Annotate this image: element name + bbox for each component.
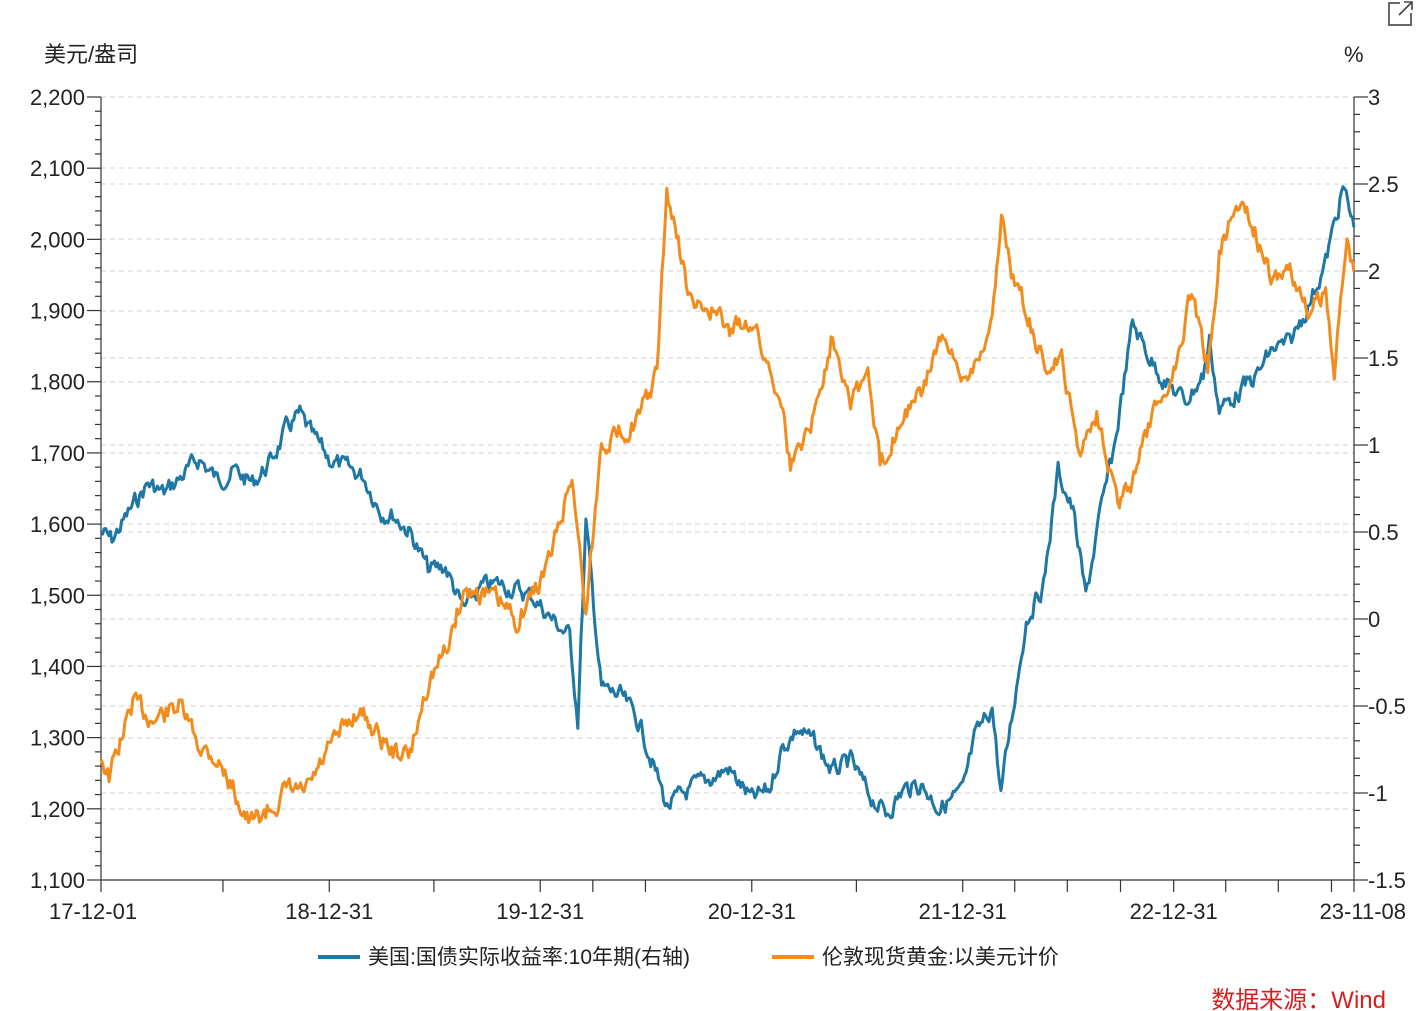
x-tick-label: 20-12-31 [708,899,796,924]
left-tick-label: 2,100 [30,156,85,181]
right-axis-title: % [1344,42,1364,67]
grid [101,96,1354,810]
left-axis-title: 美元/盎司 [44,42,138,67]
legend-label-real-yield: 美国:国债实际收益率:10年期(右轴) [368,946,690,969]
right-tick-label: -0.5 [1368,694,1406,719]
legend: 美国:国债实际收益率:10年期(右轴) 伦敦现货黄金:以美元计价 [318,946,1059,969]
legend-item-real-yield[interactable]: 美国:国债实际收益率:10年期(右轴) [318,946,690,969]
left-tick-label: 1,900 [30,299,85,324]
left-tick-label: 1,600 [30,512,85,537]
left-tick-label: 1,200 [30,797,85,822]
x-tick-label: 18-12-31 [285,899,373,924]
left-tick-label: 1,400 [30,654,85,679]
x-tick-label: 19-12-31 [496,899,584,924]
external-link-icon[interactable] [1388,1,1414,26]
left-tick-label: 2,200 [30,85,85,110]
left-tick-label: 1,300 [30,726,85,751]
x-tick-label: 22-12-31 [1130,899,1218,924]
right-tick-label: 2 [1368,259,1380,284]
x-tick-label: 21-12-31 [919,899,1007,924]
x-tick-label: 23-11-08 [1320,899,1406,924]
legend-label-gold: 伦敦现货黄金:以美元计价 [822,946,1059,969]
legend-item-gold[interactable]: 伦敦现货黄金:以美元计价 [772,946,1059,969]
right-tick-label: 0.5 [1368,520,1399,545]
right-tick-label: 1 [1368,433,1380,458]
series-line-real-yield [99,185,1356,820]
x-tick-label: 17-12-01 [49,899,137,924]
left-tick-label: 2,000 [30,227,85,252]
right-tick-label: -1 [1368,781,1388,806]
right-tick-label: -1.5 [1368,868,1406,893]
left-tick-label: 1,100 [30,868,85,893]
right-tick-label: 1.5 [1368,346,1399,371]
series-layer [99,185,1356,825]
right-tick-label: 3 [1368,85,1380,110]
data-source: 数据来源：Wind [1211,987,1386,1011]
right-tick-label: 2.5 [1368,172,1399,197]
left-tick-label: 1,700 [30,441,85,466]
right-tick-label: 0 [1368,607,1380,632]
series-line-gold [99,186,1356,825]
left-tick-label: 1,500 [30,583,85,608]
left-tick-label: 1,800 [30,370,85,395]
